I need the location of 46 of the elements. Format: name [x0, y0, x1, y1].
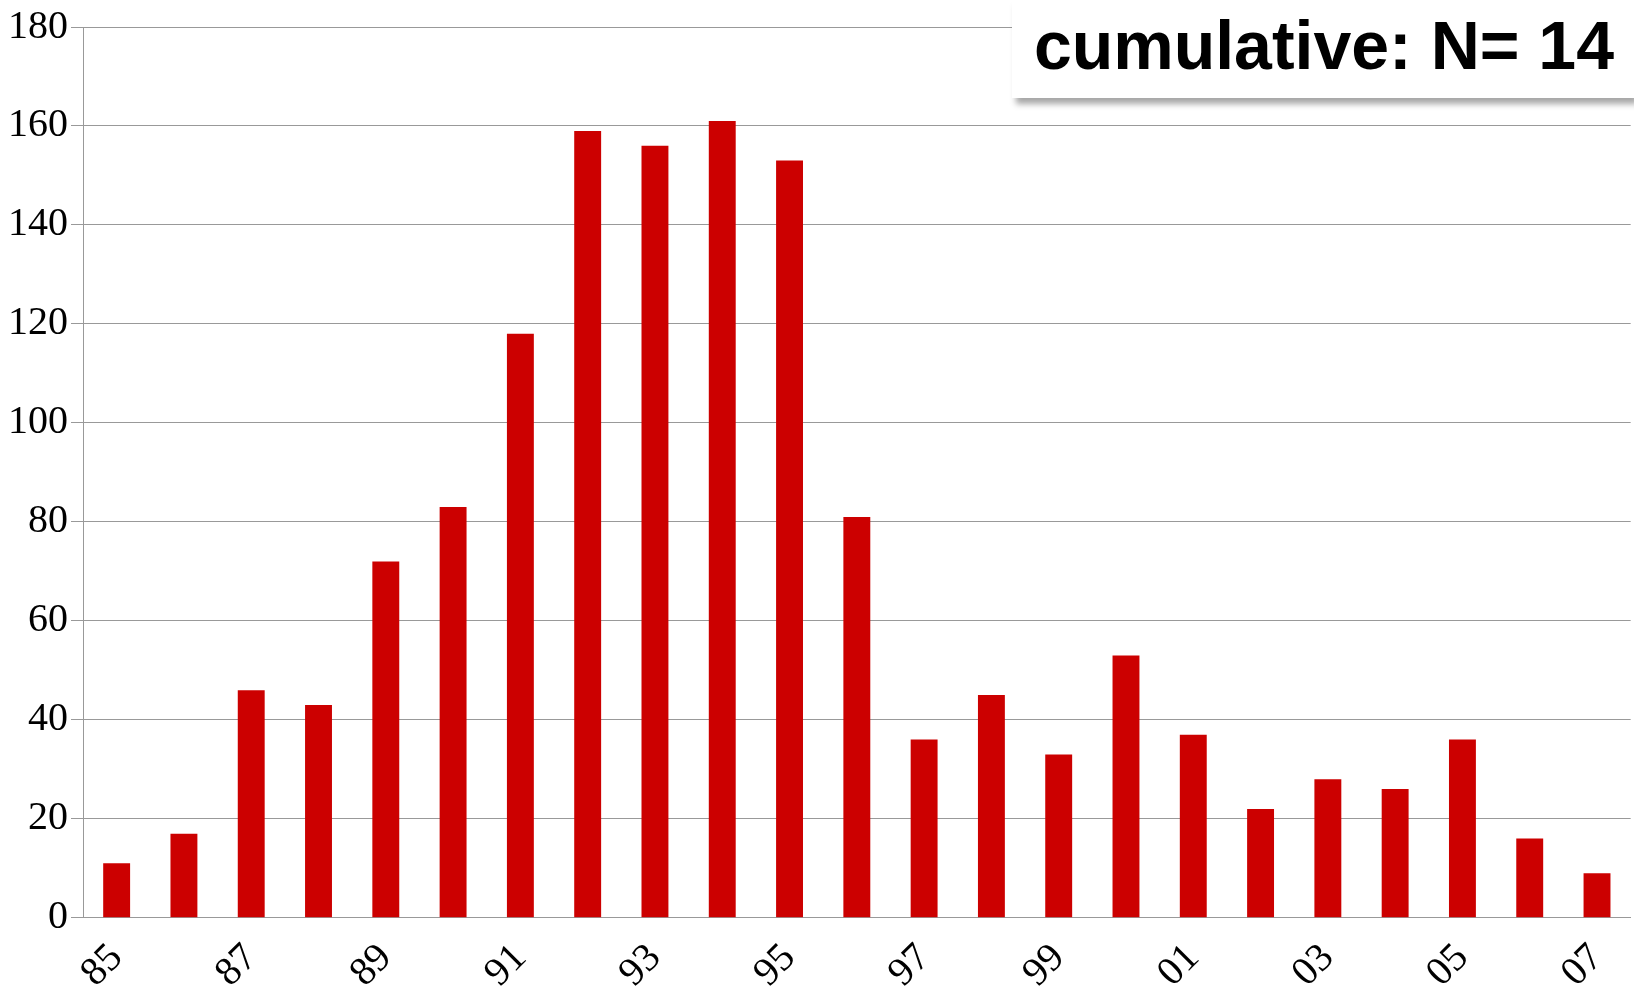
bar [1045, 754, 1073, 918]
y-tick-label: 80 [28, 496, 68, 542]
x-tick-label: 93 [608, 933, 669, 994]
bar [1381, 789, 1409, 918]
x-tick-label: 99 [1012, 933, 1073, 994]
bar [708, 121, 736, 918]
x-tick-label: 07 [1550, 933, 1611, 994]
x-tick-label: 89 [339, 933, 400, 994]
y-tick-label: 120 [8, 298, 68, 344]
bar [843, 516, 871, 918]
bar [1583, 873, 1611, 918]
bar [977, 695, 1005, 918]
y-tick-label: 40 [28, 694, 68, 740]
bar [776, 160, 803, 918]
y-tick-label: 180 [8, 1, 68, 47]
x-tick-label: 03 [1281, 933, 1342, 994]
x-tick-label: 91 [474, 933, 535, 994]
bar [1314, 779, 1342, 918]
bar [103, 863, 131, 918]
bar [372, 561, 400, 918]
chart-title: cumulative: N= 14 [1011, 0, 1634, 98]
bar [1448, 739, 1476, 918]
x-tick-label: 95 [743, 933, 804, 994]
y-tick-label: 100 [8, 397, 68, 443]
bar [1247, 808, 1275, 918]
bar [574, 130, 602, 918]
y-tick-label: 20 [28, 793, 68, 839]
bar [1516, 838, 1544, 918]
x-tick-label: 01 [1146, 933, 1208, 994]
x-tick-label: 87 [204, 933, 266, 994]
bar [910, 739, 938, 918]
bar [439, 507, 467, 918]
bar [641, 145, 669, 918]
bar [1179, 734, 1207, 918]
bar [506, 333, 534, 918]
y-tick-label: 0 [48, 892, 68, 938]
bar [237, 690, 265, 918]
bar [1112, 655, 1140, 918]
y-tick-label: 60 [28, 595, 68, 641]
x-tick-label: 85 [70, 933, 131, 994]
bar [305, 704, 332, 918]
x-tick-label: 97 [877, 933, 938, 994]
x-tick-label: 05 [1416, 933, 1477, 994]
y-tick-label: 160 [8, 100, 68, 146]
bar [170, 833, 198, 918]
y-tick-label: 140 [8, 199, 68, 245]
